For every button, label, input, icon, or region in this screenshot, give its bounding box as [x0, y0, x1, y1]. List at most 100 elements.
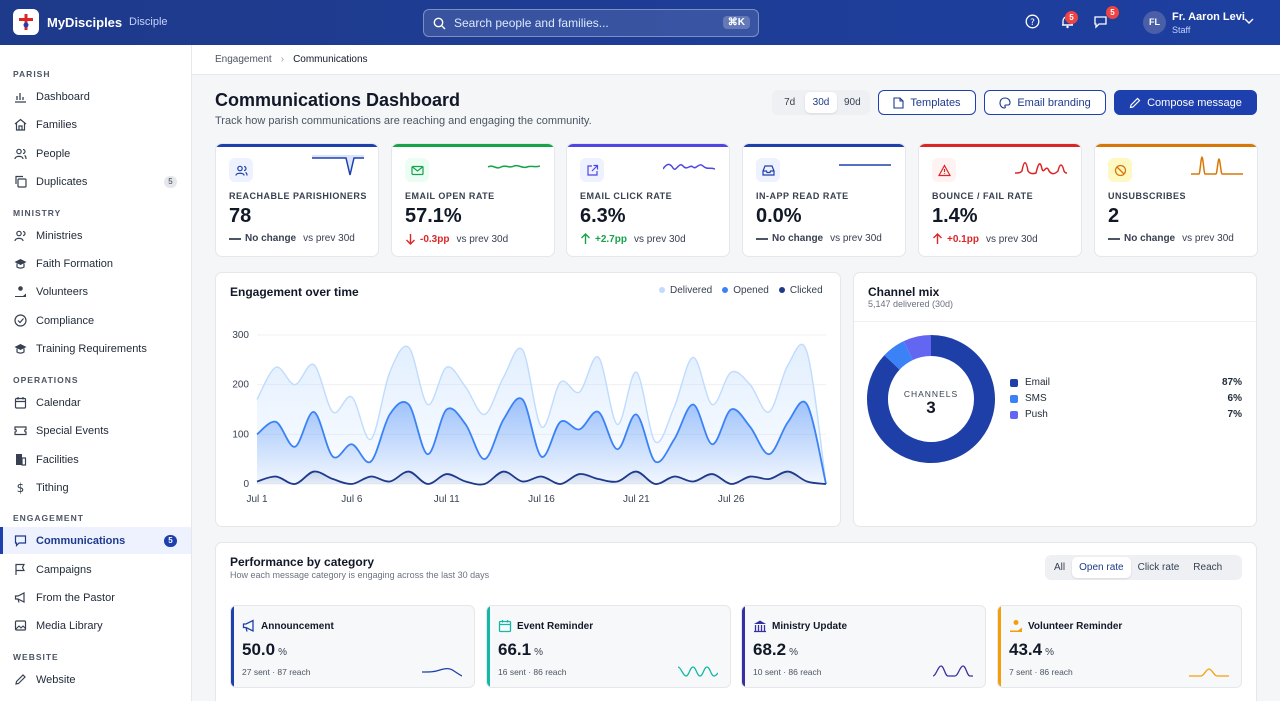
- kpi-unsubscribes: UNSUBSCRIBES 2 No change vs prev 30d: [1094, 143, 1258, 257]
- user-avatar[interactable]: FL: [1143, 11, 1166, 34]
- category-card-announcement[interactable]: Announcement 50.0% 27 sent · 87 reach: [230, 605, 475, 688]
- sidebar-item-ministries[interactable]: Ministries: [0, 222, 191, 249]
- kpi-sparkline: [1015, 162, 1067, 175]
- sidebar-item-facilities[interactable]: Facilities: [0, 446, 191, 473]
- breadcrumb-engagement[interactable]: Engagement: [215, 54, 272, 65]
- bar-chart-icon: [15, 93, 26, 103]
- tab-click-rate[interactable]: Click rate: [1137, 562, 1180, 573]
- legend-swatch: [1010, 411, 1018, 419]
- range-90d[interactable]: 90d: [843, 97, 861, 108]
- sidebar-item-label: Special Events: [36, 424, 109, 437]
- legend-percent: 87%: [1221, 377, 1242, 388]
- tab-reach[interactable]: Reach: [1193, 562, 1223, 573]
- category-meta: 16 sent · 86 reach: [498, 667, 567, 677]
- page-subtitle: Track how parish communications are reac…: [215, 115, 592, 127]
- sidebar-item-website[interactable]: Website: [0, 666, 191, 693]
- sidebar-item-calendar[interactable]: Calendar: [0, 389, 191, 416]
- help-icon[interactable]: ?: [1025, 14, 1040, 29]
- sidebar-item-label: Duplicates: [36, 175, 88, 188]
- tab-open-rate[interactable]: Open rate: [1072, 557, 1131, 578]
- card-divider: [854, 321, 1256, 322]
- category-card-ministry-update[interactable]: Ministry Update 68.2% 10 sent · 86 reach: [741, 605, 986, 688]
- sidebar-item-label: Ministries: [36, 229, 83, 242]
- category-card-volunteer-reminder[interactable]: Volunteer Reminder 43.4% 7 sent · 86 rea…: [997, 605, 1242, 688]
- sidebar-item-duplicates[interactable]: Duplicates 5: [0, 168, 191, 195]
- kpi-label: UNSUBSCRIBES: [1108, 191, 1187, 201]
- compose-message-button[interactable]: Compose message: [1114, 90, 1257, 115]
- kpi-delta: +2.7pp vs prev 30d: [580, 233, 686, 245]
- legend-clicked[interactable]: Clicked: [778, 285, 823, 296]
- sidebar-item-faith-formation[interactable]: Faith Formation: [0, 250, 191, 277]
- message-icon: [14, 535, 27, 547]
- search-input[interactable]: Search people and families... ⌘K: [423, 9, 759, 37]
- sidebar-section-parish: PARISH: [13, 69, 51, 79]
- category-value: 50.0%: [242, 640, 287, 659]
- sidebar-item-special-events[interactable]: Special Events: [0, 417, 191, 444]
- kpi-label: EMAIL CLICK RATE: [580, 191, 673, 201]
- pencil-icon: [15, 674, 26, 685]
- app-subtitle: Disciple: [129, 16, 168, 28]
- page-title: Communications Dashboard: [215, 90, 461, 110]
- email-branding-button[interactable]: Email branding: [984, 90, 1106, 115]
- performance-tabs: All Open rate Click rate Reach: [1045, 555, 1242, 580]
- sidebar-item-label: Faith Formation: [36, 257, 114, 270]
- users-icon: [14, 148, 27, 160]
- range-7d[interactable]: 7d: [784, 97, 796, 108]
- sidebar-item-label: Families: [36, 118, 77, 131]
- sidebar-item-label: Calendar: [36, 396, 81, 409]
- kpi-value: 0.0%: [756, 205, 802, 227]
- dollar-icon: $: [17, 481, 25, 494]
- svg-text:$: $: [17, 481, 25, 494]
- ticket-icon: [14, 426, 27, 436]
- bell-badge: 5: [1065, 11, 1078, 24]
- legend-delivered[interactable]: Delivered: [659, 285, 712, 296]
- duplicates-count-badge: 5: [164, 176, 177, 188]
- donut-slice-push[interactable]: [903, 335, 932, 361]
- sidebar-item-families[interactable]: Families: [0, 111, 191, 138]
- templates-button[interactable]: Templates: [878, 90, 976, 115]
- legend-label: SMS: [1025, 393, 1047, 404]
- chat-badge: 5: [1106, 6, 1119, 19]
- series-area-clicked: [257, 471, 826, 485]
- donut-slice-sms[interactable]: [884, 341, 914, 370]
- sidebar-item-compliance[interactable]: Compliance: [0, 307, 191, 334]
- donut-slice-email[interactable]: [867, 335, 995, 463]
- users-icon: [14, 230, 26, 242]
- sidebar-item-communications[interactable]: Communications 5: [0, 527, 191, 554]
- category-sparkline: [422, 667, 462, 677]
- communications-count-badge: 5: [164, 535, 177, 547]
- legend-swatch: [1010, 379, 1018, 387]
- app-logo[interactable]: [13, 9, 39, 35]
- sidebar-item-media-library[interactable]: Media Library: [0, 612, 191, 639]
- chat-icon[interactable]: [1093, 14, 1108, 29]
- image-icon: [14, 620, 27, 631]
- series-line-opened[interactable]: [256, 397, 827, 485]
- sidebar-item-campaigns[interactable]: Campaigns: [0, 556, 191, 583]
- kpi-sparkline: [312, 155, 364, 176]
- category-card-event-reminder[interactable]: Event Reminder 66.1% 16 sent · 86 reach: [486, 605, 731, 688]
- chevron-down-icon[interactable]: [1244, 18, 1254, 25]
- kpi-delta: No change vs prev 30d: [1108, 233, 1234, 244]
- sidebar-item-dashboard[interactable]: Dashboard: [0, 83, 191, 110]
- legend-label: Push: [1025, 409, 1048, 420]
- sidebar-item-from-the-pastor[interactable]: From the Pastor: [0, 584, 191, 611]
- user-name[interactable]: Fr. Aaron Levi: [1172, 11, 1245, 23]
- calendar-icon: [14, 397, 27, 409]
- range-30d[interactable]: 30d: [805, 92, 837, 113]
- external-link-icon: [580, 158, 604, 182]
- sidebar-item-training-requirements[interactable]: Training Requirements: [0, 335, 191, 362]
- search-placeholder: Search people and families...: [454, 16, 609, 30]
- y-tick-label: 200: [232, 380, 249, 391]
- sidebar-section-engagement: ENGAGEMENT: [13, 513, 84, 523]
- series-line-delivered[interactable]: [256, 343, 827, 485]
- series-line-clicked[interactable]: [256, 470, 827, 486]
- app-name: MyDisciples: [47, 15, 123, 30]
- sidebar-item-label: Facilities: [36, 453, 79, 466]
- sidebar-item-volunteers[interactable]: Volunteers: [0, 278, 191, 305]
- sidebar-item-people[interactable]: People: [0, 140, 191, 167]
- sidebar-item-tithing[interactable]: $ Tithing: [0, 474, 191, 501]
- tab-all[interactable]: All: [1054, 562, 1066, 573]
- kpi-delta: +0.1pp vs prev 30d: [932, 233, 1038, 245]
- legend-opened[interactable]: Opened: [722, 285, 769, 296]
- flat-trend-icon: [1108, 237, 1120, 240]
